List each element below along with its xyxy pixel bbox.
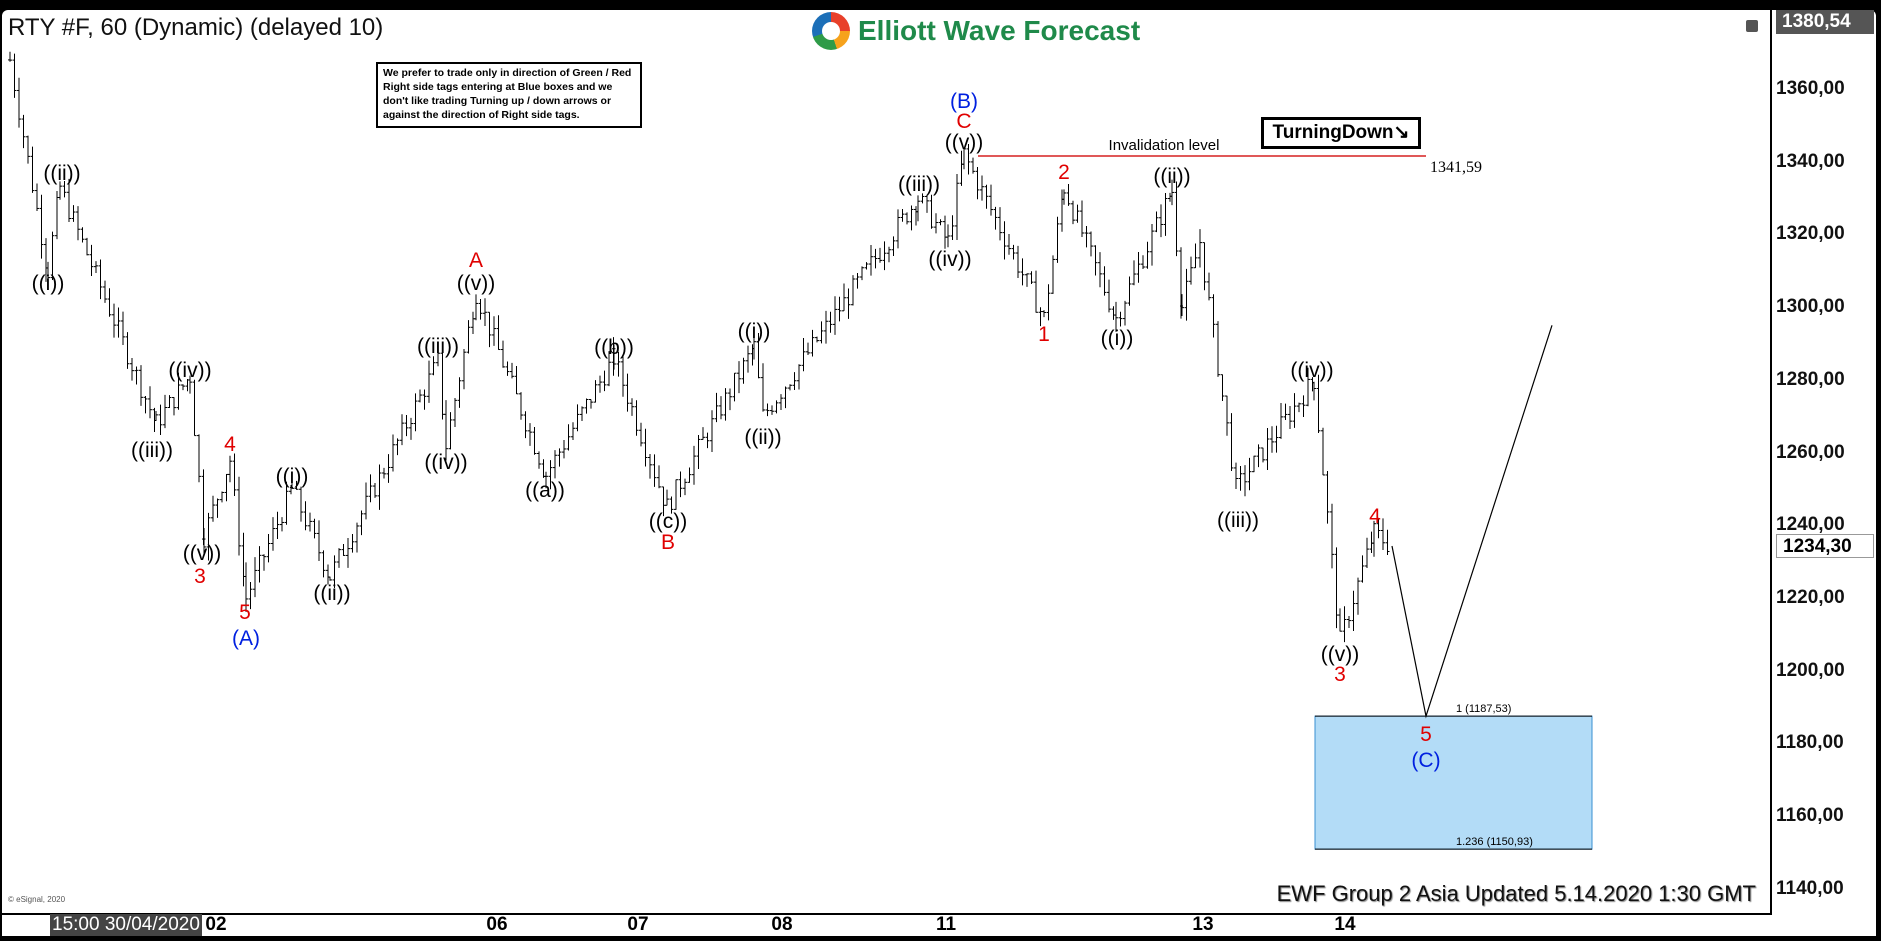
price-tick-label: 1220,00: [1776, 587, 1845, 609]
wave-label: (B): [950, 90, 978, 113]
wave-label: ((iv)): [1290, 359, 1333, 382]
wave-label: 4: [1369, 505, 1381, 528]
time-start-label: 15:00 30/04/2020: [50, 914, 202, 936]
wave-label: 5: [239, 601, 251, 624]
wave-label: ((ii)): [313, 582, 350, 605]
wave-label: ((iii)): [1217, 509, 1259, 532]
wave-label: ((iii)): [417, 335, 459, 358]
wave-label: A: [469, 249, 483, 272]
date-tick-label: 08: [771, 914, 793, 935]
price-tick-label: 1200,00: [1776, 659, 1845, 681]
price-tick-label: 1300,00: [1776, 296, 1845, 318]
logo-icon: [812, 12, 850, 50]
wave-label: 3: [194, 565, 206, 588]
date-tick-label: 06: [486, 914, 508, 935]
wave-label: ((i)): [276, 465, 309, 488]
invalidation-label: Invalidation level: [1109, 137, 1220, 154]
price-tick-label: 1160,00: [1776, 805, 1844, 827]
wave-label: 2: [1058, 161, 1070, 184]
wave-label: ((a)): [525, 479, 565, 502]
date-tick-label: 13: [1192, 914, 1214, 935]
wave-label: C: [956, 110, 971, 133]
wave-label: ((ii)): [1153, 165, 1190, 188]
wave-label: ((ii)): [43, 162, 80, 185]
projection-path: [1391, 325, 1553, 719]
price-tick-label: 1140,00: [1776, 877, 1844, 899]
wave-label: ((i)): [32, 272, 65, 295]
time-axis[interactable]: [2, 913, 1772, 915]
wave-label: (C): [1411, 749, 1440, 772]
date-tick-label: 07: [627, 914, 649, 935]
wave-label: 4: [224, 433, 236, 456]
chart-title: RTY #F, 60 (Dynamic) (delayed 10): [8, 14, 384, 41]
wave-label: ((v)): [183, 542, 221, 565]
wave-label: (A): [232, 627, 260, 650]
update-footer: EWF Group 2 Asia Updated 5.14.2020 1:30 …: [1276, 881, 1756, 906]
fib-label: 1.236 (1150,93): [1456, 836, 1533, 848]
turning-down-tag: TurningDown↘: [1261, 117, 1421, 149]
wave-label: ((c)): [649, 510, 687, 533]
wave-label: ((v)): [1321, 643, 1359, 666]
price-tick-label: 1280,00: [1776, 368, 1845, 390]
wave-label: 3: [1334, 663, 1346, 686]
date-tick-label: 02: [205, 914, 227, 935]
wave-label: ((v)): [457, 272, 495, 295]
copyright: © eSignal, 2020: [8, 895, 66, 904]
wave-label: ((v)): [945, 131, 983, 154]
price-tick-label: 1360,00: [1776, 78, 1845, 99]
wave-label: ((iii)): [898, 173, 940, 196]
wave-label: 1: [1038, 323, 1050, 346]
wave-label: ((iv)): [168, 359, 211, 382]
wave-label: ((ii)): [744, 426, 781, 449]
wave-label: ((iii)): [131, 439, 173, 462]
wave-label: ((i)): [738, 320, 771, 343]
fib-label: 1 (1187,53): [1456, 703, 1511, 715]
price-tick-label: 1260,00: [1776, 441, 1845, 463]
wave-label: ((iv)): [424, 451, 467, 474]
window-restore-icon[interactable]: [1746, 20, 1758, 32]
top-price-label: 1380,54: [1776, 10, 1874, 34]
price-axis[interactable]: [1770, 10, 1772, 915]
wave-label: B: [661, 531, 675, 554]
logo-text: Elliott Wave Forecast: [858, 15, 1141, 46]
wave-label: ((b)): [594, 336, 634, 359]
price-tick-label: 1240,00: [1776, 514, 1845, 536]
wave-label: 5: [1420, 723, 1432, 746]
last-price-label: 1234,30: [1776, 534, 1874, 559]
wave-label: ((iv)): [928, 248, 971, 271]
disclaimer-box: We prefer to trade only in direction of …: [376, 62, 642, 128]
wave-label: ((i)): [1101, 327, 1134, 350]
logo: Elliott Wave Forecast: [812, 12, 1140, 50]
date-tick-label: 11: [935, 914, 957, 935]
invalidation-value: 1341,59: [1430, 159, 1482, 176]
price-tick-label: 1340,00: [1776, 150, 1845, 172]
price-tick-label: 1320,00: [1776, 223, 1845, 245]
date-tick-label: 14: [1334, 914, 1356, 935]
price-tick-label: 1180,00: [1776, 732, 1844, 754]
target-blue-box: [1314, 715, 1593, 850]
